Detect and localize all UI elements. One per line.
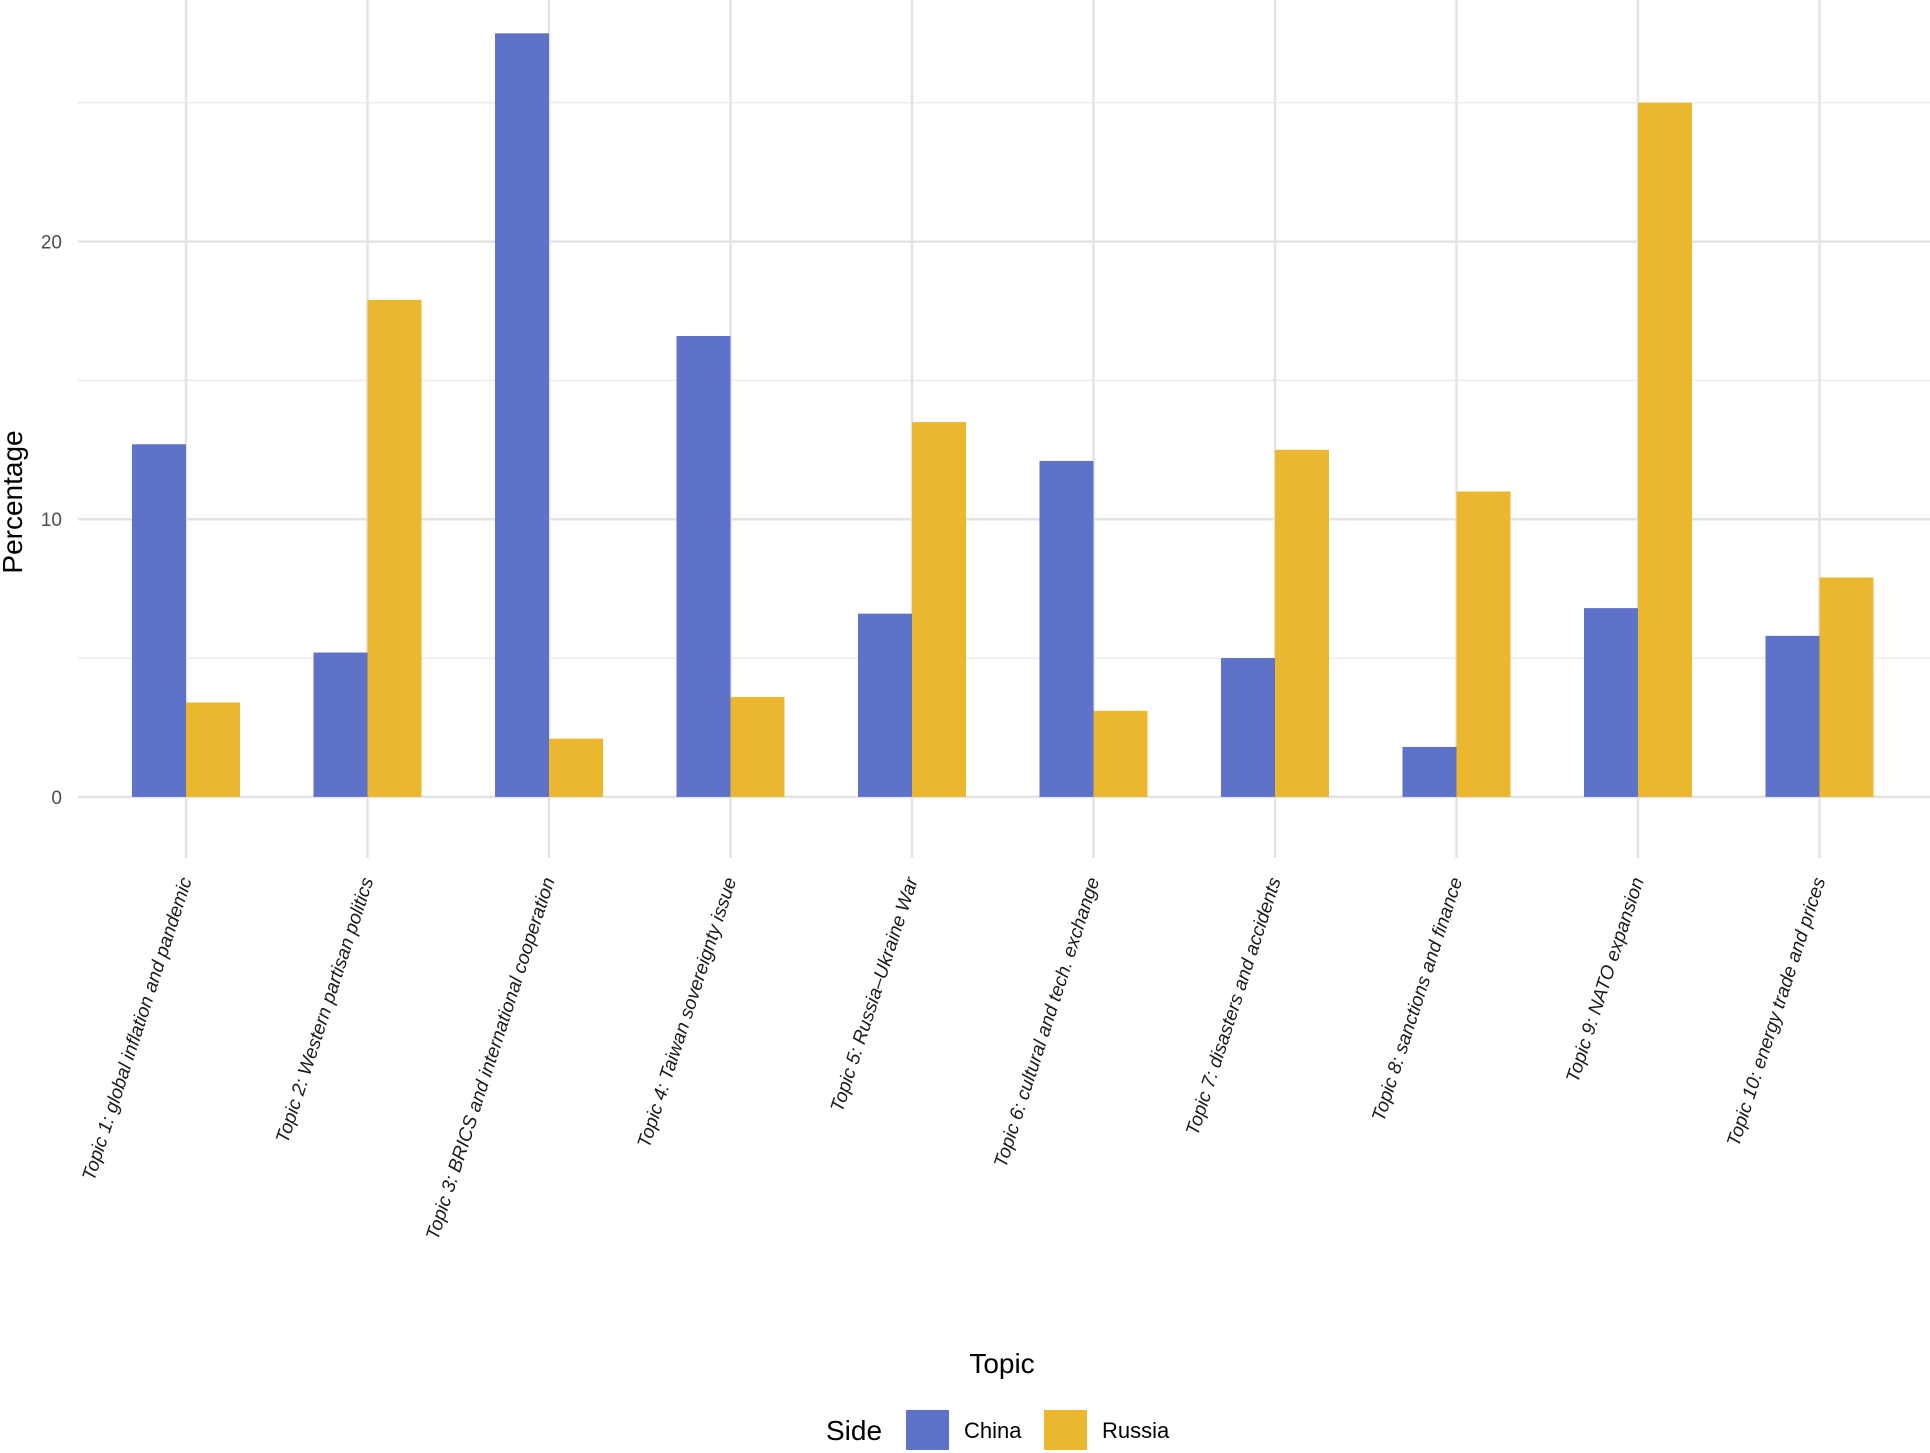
- legend-swatch-china: [906, 1410, 949, 1450]
- x-tick-label: Topic 6: cultural and tech. exchange: [990, 875, 1104, 1170]
- x-tick-label: Topic 3: BRICS and international coopera…: [422, 875, 559, 1242]
- x-axis-title: Topic: [969, 1348, 1034, 1379]
- y-tick-label: 20: [41, 233, 62, 254]
- bar-china-7: [1221, 658, 1275, 797]
- bar-russia-4: [730, 696, 785, 797]
- bar-china-4: [676, 335, 731, 797]
- bar-china-2: [313, 652, 368, 797]
- legend-label-russia: Russia: [1102, 1418, 1170, 1443]
- legend-swatch-russia: [1044, 1410, 1087, 1450]
- y-tick-label: 10: [41, 510, 62, 531]
- bar-china-5: [858, 613, 912, 797]
- legend-title: Side: [826, 1415, 882, 1446]
- bar-russia-2: [367, 299, 422, 797]
- bar-russia-5: [912, 422, 966, 797]
- x-tick-label: Topic 1: global inflation and pandemic: [79, 875, 197, 1184]
- x-tick-label: Topic 8: sanctions and finance: [1369, 875, 1468, 1124]
- bar-china-9: [1584, 608, 1638, 797]
- bar-china-8: [1402, 746, 1457, 797]
- legend: Side China Russia: [826, 1410, 1170, 1450]
- y-tick-label: 0: [51, 788, 62, 809]
- bar-russia-7: [1275, 449, 1329, 797]
- bar-china-1: [132, 444, 186, 797]
- y-axis-title: Percentage: [0, 430, 28, 573]
- x-tick-label: Topic 5: Russia–Ukraine War: [827, 874, 923, 1114]
- bar-china-10: [1765, 635, 1820, 797]
- bar-russia-9: [1638, 102, 1692, 797]
- bar-russia-1: [186, 702, 240, 797]
- bar-russia-3: [549, 738, 603, 797]
- bar-russia-10: [1819, 577, 1874, 797]
- bar-russia-6: [1093, 710, 1148, 797]
- y-axis-ticks: 0 10 20: [41, 233, 62, 809]
- x-tick-label: Topic 7: disasters and accidents: [1182, 875, 1285, 1138]
- x-tick-label: Topic 2: Western partisan politics: [272, 875, 378, 1146]
- x-tick-label: Topic 4: Taiwan sovereignty issue: [634, 875, 741, 1150]
- bar-china-6: [1039, 460, 1094, 797]
- x-tick-label: Topic 9: NATO expansion: [1563, 875, 1649, 1085]
- x-tick-label: Topic 10: energy trade and prices: [1723, 875, 1830, 1150]
- bar-china-3: [495, 33, 549, 797]
- x-axis-ticks: Topic 1: global inflation and pandemic To…: [79, 874, 1831, 1242]
- bar-russia-8: [1456, 491, 1511, 797]
- bars: [132, 33, 1874, 797]
- legend-label-china: China: [964, 1418, 1022, 1443]
